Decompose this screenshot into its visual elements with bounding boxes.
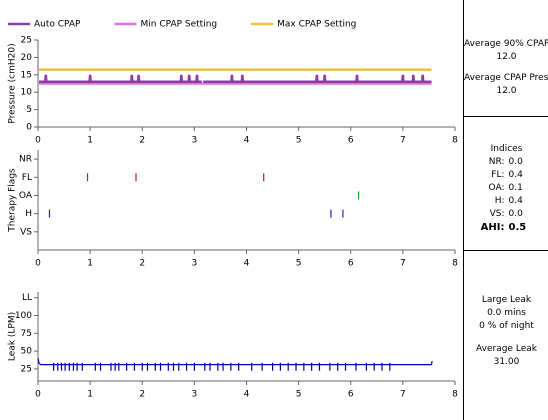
x-tick-label: 0 (35, 390, 41, 400)
y-axis-title: Pressure (cmH20) (8, 43, 18, 123)
index-row: FL: 0.4 (464, 169, 548, 182)
x-tick-label: 8 (452, 136, 458, 146)
legend-label: Min CPAP Setting (140, 20, 217, 30)
x-tick-label: 6 (348, 390, 354, 400)
x-tick-label: 1 (87, 259, 93, 269)
summary-label: Average 90% CPAP (464, 39, 548, 49)
x-tick-label: 8 (452, 390, 458, 400)
index-value: 0.1 (508, 183, 523, 193)
indices-title: Indices (490, 144, 523, 154)
y-tick-label: OA (19, 191, 33, 201)
index-label: VS: (489, 209, 505, 219)
x-tick-label: 7 (400, 259, 406, 269)
index-value: 0.4 (508, 170, 523, 180)
index-row: VS: 0.0 (464, 208, 548, 221)
x-tick-label: 8 (452, 259, 458, 269)
x-tick-label: 1 (87, 136, 93, 146)
index-label: AHI: (480, 222, 505, 233)
index-value: 0.0 (508, 209, 523, 219)
x-tick-label: 0 (35, 136, 41, 146)
y-tick-label: VS (20, 227, 32, 237)
index-row: AHI: 0.5 (464, 221, 548, 234)
legend-label: Auto CPAP (34, 20, 81, 30)
y-axis-title: Leak (LPM) (8, 312, 18, 361)
y-tick-label: 20 (21, 53, 33, 63)
index-row: OA: 0.1 (464, 182, 548, 195)
index-row: NR: 0.0 (464, 156, 548, 169)
index-label: NR: (488, 157, 505, 167)
summary-label: Average Leak (476, 344, 537, 354)
y-tick-label: 75 (21, 329, 32, 339)
x-tick-label: 6 (348, 136, 354, 146)
x-tick-label: 4 (244, 390, 250, 400)
y-tick-label: H (25, 209, 32, 219)
legend-label: Max CPAP Setting (277, 20, 356, 30)
summary-label: Large Leak (481, 295, 532, 305)
pressure-summary: Average 90% CPAP 12.0 Average CPAP Press… (464, 0, 548, 117)
x-tick-label: 3 (192, 390, 198, 400)
y-tick-label: NR (19, 155, 32, 165)
index-label: FL: (491, 170, 505, 180)
index-value: 0.0 (508, 157, 523, 167)
y-tick-label: 50 (21, 347, 33, 357)
x-tick-label: 1 (87, 390, 93, 400)
y-tick-label: 15 (21, 70, 32, 80)
summary-panel: Average 90% CPAP 12.0 Average CPAP Press… (463, 0, 548, 420)
y-axis-title: Therapy Flags (8, 168, 18, 233)
x-tick-label: 7 (400, 390, 406, 400)
indices-summary: Indices NR: 0.0 FL: 0.4 OA: 0.1 H: 0.4 VS: 0.0 AHI… (464, 118, 548, 251)
index-row: H: 0.4 (464, 195, 548, 208)
x-tick-label: 2 (139, 390, 145, 400)
y-tick-label: 0 (26, 123, 32, 133)
y-tick-label: 25 (21, 364, 32, 374)
summary-value: 0.0 mins (487, 308, 526, 318)
index-label: H: (494, 196, 505, 206)
x-tick-label: 4 (244, 136, 250, 146)
x-tick-label: 4 (244, 259, 250, 269)
summary-value: 12.0 (496, 86, 517, 96)
x-tick-label: 3 (192, 259, 198, 269)
index-value: 0.4 (508, 196, 523, 206)
y-tick-label: FL (22, 173, 32, 183)
y-tick-label: 10 (21, 88, 33, 98)
x-tick-label: 0 (35, 259, 41, 269)
x-tick-label: 2 (139, 136, 145, 146)
summary-value: 31.00 (493, 357, 520, 367)
y-tick-label: 25 (21, 36, 32, 46)
series-line (37, 358, 433, 366)
leak-summary: Large Leak 0.0 mins 0 % of night Average… (464, 252, 548, 420)
x-tick-label: 5 (296, 390, 302, 400)
indices-rows: NR: 0.0 FL: 0.4 OA: 0.1 H: 0.4 VS: 0.0 AHI: 0.5 (464, 156, 548, 234)
index-label: OA: (488, 183, 505, 193)
y-tick-label: 5 (26, 105, 32, 115)
x-tick-label: 3 (192, 136, 198, 146)
summary-value: 12.0 (496, 52, 517, 62)
x-tick-label: 7 (400, 136, 406, 146)
x-tick-label: 5 (296, 136, 302, 146)
x-tick-label: 6 (348, 259, 354, 269)
summary-value: 0 % of night (479, 321, 534, 331)
x-tick-label: 2 (139, 259, 145, 269)
x-tick-label: 5 (296, 259, 302, 269)
index-value: 0.5 (508, 222, 527, 233)
summary-label: Average CPAP Press (464, 73, 548, 83)
y-tick-label: LL (22, 293, 32, 303)
y-tick-label: 100 (15, 311, 32, 321)
series-line (39, 74, 432, 84)
